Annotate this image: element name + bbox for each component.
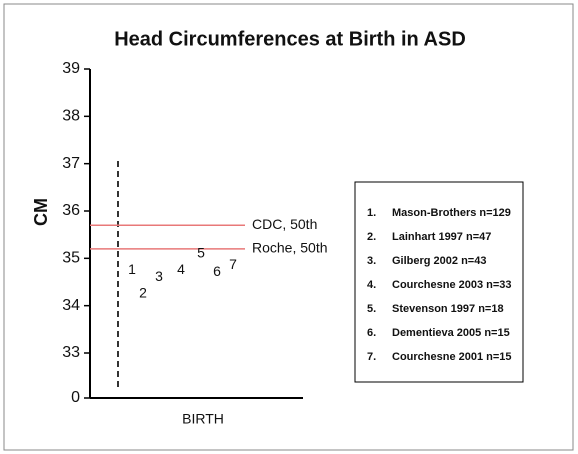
point-marker: 7 [229,256,237,272]
point-marker: 4 [177,261,185,277]
legend-text: Courchesne 2003 n=33 [392,279,512,291]
y-tick-label: 38 [62,108,80,125]
legend-text: Lainhart 1997 n=47 [392,231,491,243]
legend-box [354,181,524,383]
legend-number: 2. [367,231,376,243]
frame [3,3,574,451]
x-axis-label: BIRTH [182,411,224,427]
reference-label: Roche, 50th [252,240,328,256]
y-axis-label: CM [31,198,51,226]
legend-text: Dementieva 2005 n=15 [392,327,510,339]
point-marker: 2 [139,285,147,301]
legend-number: 5. [367,303,376,315]
point-marker: 6 [213,263,221,279]
legend-number: 4. [367,279,376,291]
y-tick-label: 0 [71,389,80,406]
y-tick-label: 35 [62,250,80,267]
y-tick-label: 34 [62,297,80,314]
legend-number: 7. [367,351,376,363]
legend-number: 1. [367,207,376,219]
legend-text: Mason-Brothers n=129 [392,207,511,219]
y-tick-label: 33 [62,344,80,361]
point-marker: 5 [197,244,205,260]
legend-number: 6. [367,327,376,339]
legend-text: Gilberg 2002 n=43 [392,255,486,267]
legend-number: 3. [367,255,376,267]
y-tick-label: 37 [62,155,80,172]
y-tick-label: 39 [62,60,80,77]
y-tick-label: 36 [62,202,80,219]
point-marker: 1 [128,261,136,277]
chart-title: Head Circumferences at Birth in ASD [114,28,466,50]
reference-label: CDC, 50th [252,216,317,232]
point-marker: 3 [155,268,163,284]
legend-text: Stevenson 1997 n=18 [392,303,504,315]
legend-text: Courchesne 2001 n=15 [392,351,512,363]
